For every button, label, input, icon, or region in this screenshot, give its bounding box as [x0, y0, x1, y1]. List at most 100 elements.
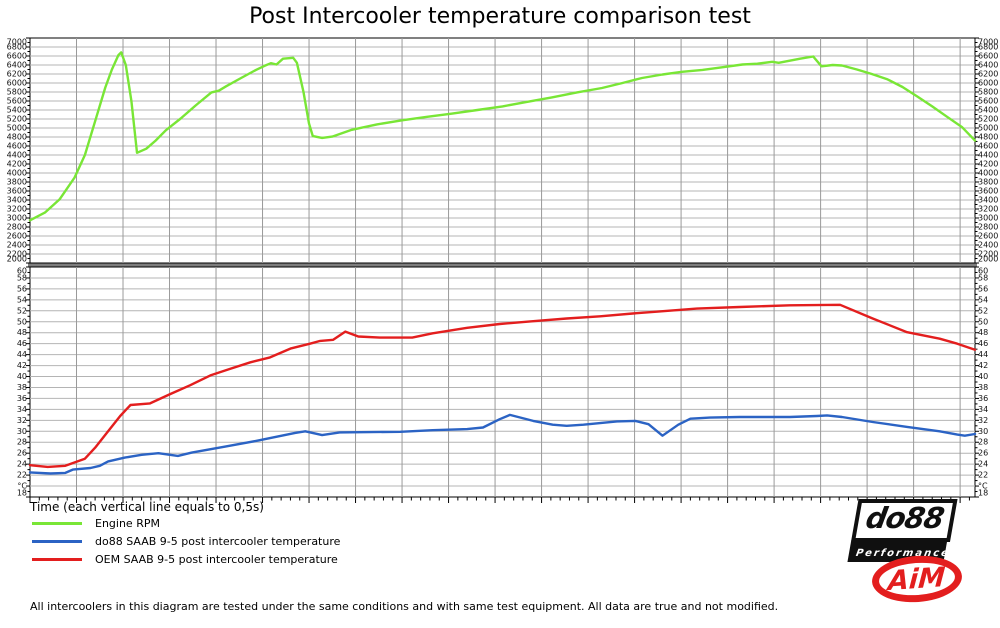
temperature-chart-plot-area — [29, 266, 976, 498]
legend-swatch-oem-temp — [32, 557, 82, 561]
y-tick-label-right: 24 — [978, 460, 988, 469]
y-tick-label-right: 3800 — [978, 178, 998, 187]
y-tick-label-left: 3400 — [7, 196, 27, 205]
y-tick-label-left: 34 — [17, 405, 27, 414]
y-tick-label-left: 2400 — [7, 241, 27, 250]
y-tick-label-left: 60 — [17, 267, 27, 276]
y-tick-label-left: 4600 — [7, 142, 27, 151]
y-tick-label-right: 6600 — [978, 52, 998, 61]
y-tick-label-left: 32 — [17, 416, 27, 425]
y-tick-label-right: 38 — [978, 383, 988, 392]
chart-divider — [28, 263, 977, 267]
y-tick-label-right: 5200 — [978, 115, 998, 124]
y-tick-label-right: 58 — [978, 273, 988, 282]
y-tick-label-right: 22 — [978, 471, 988, 480]
engine-rpm-chart-plot-area — [29, 37, 976, 264]
y-tick-label-left: 22 — [17, 471, 27, 480]
oem-temp-line — [28, 303, 977, 469]
y-tick-label-left: 6400 — [7, 61, 27, 70]
engine-rpm-line — [28, 51, 977, 222]
y-tick-label-left: 6800 — [7, 43, 27, 52]
y-tick-label-left: 2800 — [7, 223, 27, 232]
do88-logo-box: do88 — [850, 499, 958, 542]
y-tick-label-right: 6000 — [978, 79, 998, 88]
y-tick-label-right: 2200 — [978, 250, 998, 259]
y-tick-label-right: 2000 — [978, 255, 998, 264]
y-tick-label-left: 6000 — [7, 79, 27, 88]
y-tick-label-left: 40 — [17, 372, 27, 381]
y-tick-label-left: 6200 — [7, 70, 27, 79]
y-tick-label-left: 26 — [17, 449, 27, 458]
time-axis-label: Time (each vertical line equals to 0,5s) — [30, 500, 264, 514]
y-tick-label-right: °C — [978, 482, 988, 491]
y-tick-label-left: 4000 — [7, 169, 27, 178]
legend-label-do88-temp: do88 SAAB 9-5 post intercooler temperatu… — [95, 534, 341, 548]
y-tick-label-right: 2800 — [978, 223, 998, 232]
legend: Engine RPM do88 SAAB 9-5 post intercoole… — [32, 514, 340, 568]
y-tick-label-right: 54 — [978, 295, 988, 304]
y-tick-label-right: 46 — [978, 339, 988, 348]
y-tick-label-right: 48 — [978, 328, 988, 337]
legend-swatch-engine-rpm — [32, 521, 82, 525]
y-tick-label-right: 32 — [978, 416, 988, 425]
legend-label-oem-temp: OEM SAAB 9-5 post intercooler temperatur… — [95, 552, 338, 566]
y-tick-label-left: 50 — [17, 317, 27, 326]
y-tick-label-left: 38 — [17, 383, 27, 392]
legend-swatch-do88-temp — [32, 539, 82, 543]
y-tick-label-right: 36 — [978, 394, 988, 403]
y-tick-label-left: 5800 — [7, 88, 27, 97]
y-tick-label-right: 50 — [978, 317, 988, 326]
y-tick-label-left: 5600 — [7, 97, 27, 106]
y-tick-label-left: 5400 — [7, 106, 27, 115]
y-tick-label-left: 52 — [17, 306, 27, 315]
y-tick-label-right: 3600 — [978, 187, 998, 196]
y-tick-label-right: 3000 — [978, 214, 998, 223]
y-tick-label-right: 5400 — [978, 106, 998, 115]
y-tick-label-left: 5000 — [7, 124, 27, 133]
y-tick-label-left: 28 — [17, 438, 27, 447]
y-tick-label-right: 28 — [978, 438, 988, 447]
y-tick-label-left: 46 — [17, 339, 27, 348]
y-tick-label-right: 52 — [978, 306, 988, 315]
y-tick-label-right: 60 — [978, 267, 988, 276]
y-tick-label-left: 58 — [17, 273, 27, 282]
y-tick-label-left: 2600 — [7, 232, 27, 241]
y-tick-label-right: 7000 — [978, 38, 998, 47]
y-tick-label-right: 3400 — [978, 196, 998, 205]
legend-label-engine-rpm: Engine RPM — [95, 516, 160, 530]
y-tick-label-left: 30 — [17, 427, 27, 436]
y-tick-label-left: 7000 — [7, 38, 27, 47]
legend-item-oem-temp: OEM SAAB 9-5 post intercooler temperatur… — [32, 550, 340, 568]
y-tick-label-left: 5200 — [7, 115, 27, 124]
y-tick-label-left: 2200 — [7, 250, 27, 259]
y-tick-label-right: 2400 — [978, 241, 998, 250]
legend-item-do88-temp: do88 SAAB 9-5 post intercooler temperatu… — [32, 532, 340, 550]
y-tick-label-left: 42 — [17, 361, 27, 370]
y-tick-label-right: 2600 — [978, 232, 998, 241]
y-tick-label-right: 26 — [978, 449, 988, 458]
y-tick-label-right: 6400 — [978, 61, 998, 70]
y-tick-label-right: 4800 — [978, 133, 998, 142]
y-tick-label-right: 42 — [978, 361, 988, 370]
y-tick-label-left: 4200 — [7, 160, 27, 169]
do88-logo: do88 Performance — [847, 499, 958, 562]
y-tick-label-right: 4400 — [978, 151, 998, 160]
legend-item-engine-rpm: Engine RPM — [32, 514, 340, 532]
y-tick-label-left: 4800 — [7, 133, 27, 142]
y-tick-label-left: 24 — [17, 460, 27, 469]
y-tick-label-left: 56 — [17, 284, 27, 293]
y-tick-label-right: 5000 — [978, 124, 998, 133]
y-tick-label-left: 54 — [17, 295, 27, 304]
y-tick-label-right: 4000 — [978, 169, 998, 178]
y-tick-label-left: 48 — [17, 328, 27, 337]
y-tick-label-right: 40 — [978, 372, 988, 381]
y-tick-label-right: 44 — [978, 350, 988, 359]
y-tick-label-left: 3000 — [7, 214, 27, 223]
y-tick-label-left: 6600 — [7, 52, 27, 61]
y-tick-label-left: 36 — [17, 394, 27, 403]
y-tick-label-right: 6200 — [978, 70, 998, 79]
y-tick-label-left: 2000 — [7, 255, 27, 264]
